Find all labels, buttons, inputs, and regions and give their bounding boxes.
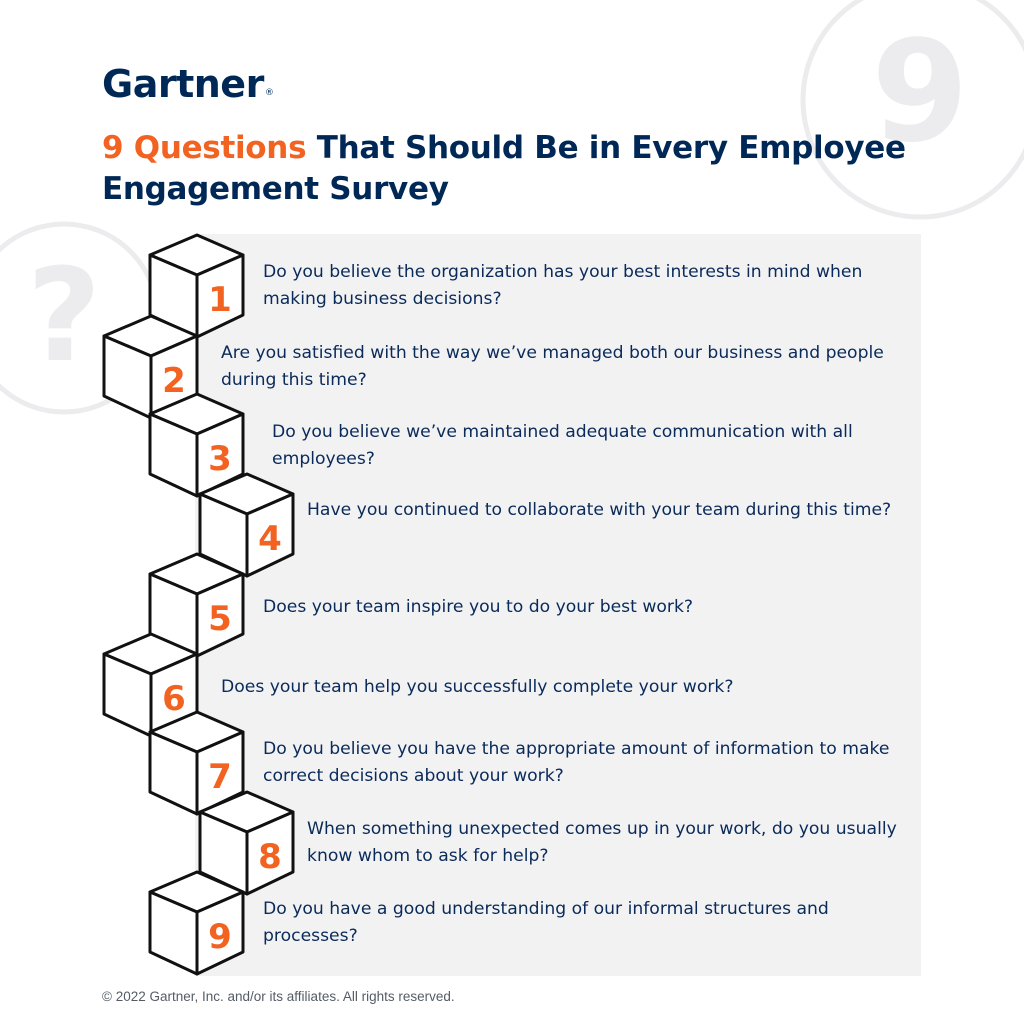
question-number: 6 bbox=[162, 679, 186, 719]
question-text-5: Does your team inspire you to do your be… bbox=[263, 597, 694, 617]
cube-right-face bbox=[245, 810, 295, 896]
question-number: 8 bbox=[258, 837, 282, 877]
corner-number-glyph: 9 bbox=[871, 11, 968, 174]
cube-right-face bbox=[245, 492, 295, 578]
cube-right-face bbox=[195, 730, 245, 816]
question-number: 1 bbox=[208, 280, 232, 320]
cube-8: 8 bbox=[198, 790, 295, 896]
cube-7: 7 bbox=[148, 710, 245, 816]
question-text-3: Do you believe we’ve maintained adequate… bbox=[272, 422, 853, 469]
cube-6: 6 bbox=[102, 632, 199, 738]
logo-text: Gartner bbox=[102, 62, 264, 106]
gartner-logo: Gartner® bbox=[102, 62, 274, 106]
question-number: 4 bbox=[258, 519, 282, 559]
cube-1: 1 bbox=[148, 233, 245, 339]
title-highlight: 9 Questions bbox=[102, 130, 307, 166]
cube-5: 5 bbox=[148, 552, 245, 658]
cube-9: 9 bbox=[148, 870, 245, 976]
registered-mark: ® bbox=[264, 88, 274, 98]
cube-4: 4 bbox=[198, 472, 295, 578]
question-number: 3 bbox=[208, 439, 232, 479]
question-text-9: Do you have a good understanding of our … bbox=[263, 899, 829, 946]
question-number: 2 bbox=[162, 361, 186, 401]
title-rest: That Should Be in Every Employee Engagem… bbox=[102, 130, 906, 207]
cube-right-face bbox=[195, 253, 245, 339]
cube-right-face bbox=[195, 572, 245, 658]
cube-right-face bbox=[195, 890, 245, 976]
question-number: 9 bbox=[208, 917, 232, 957]
question-text-7: Do you believe you have the appropriate … bbox=[263, 739, 890, 786]
question-text-6: Does your team help you successfully com… bbox=[221, 677, 734, 697]
copyright-footer: © 2022 Gartner, Inc. and/or its affiliat… bbox=[102, 989, 455, 1004]
cube-right-face bbox=[195, 412, 245, 498]
question-text-8: When something unexpected comes up in yo… bbox=[307, 819, 897, 866]
question-text-2: Are you satisfied with the way we’ve man… bbox=[221, 343, 884, 390]
corner-circle bbox=[800, 0, 1024, 220]
page-title: 9 Questions That Should Be in Every Empl… bbox=[102, 128, 942, 210]
question-number: 5 bbox=[208, 599, 232, 639]
question-text-1: Do you believe the organization has your… bbox=[263, 262, 863, 309]
question-mark-glyph: ? bbox=[27, 242, 101, 391]
question-text-4: Have you continued to collaborate with y… bbox=[307, 500, 892, 520]
questions-panel bbox=[195, 234, 921, 976]
cube-3: 3 bbox=[148, 392, 245, 498]
question-number: 7 bbox=[208, 757, 232, 797]
